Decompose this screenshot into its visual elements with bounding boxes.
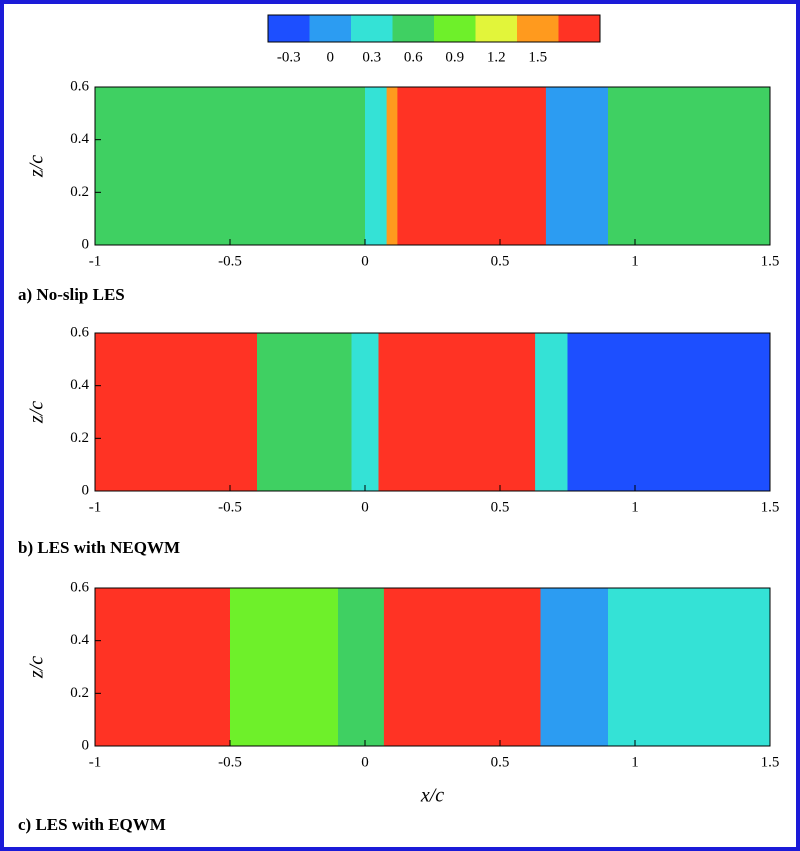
colorbar-tick-label: 1.5 xyxy=(528,49,547,65)
x-tick-label: 1 xyxy=(631,499,639,515)
colorbar-tick-label: 0 xyxy=(327,49,335,65)
field-band xyxy=(338,588,385,746)
colorbar-swatch xyxy=(475,15,518,42)
field-band xyxy=(397,87,547,245)
field-band xyxy=(608,87,771,245)
y-tick-label: 0.6 xyxy=(70,78,89,94)
field-band xyxy=(351,333,379,491)
field-band xyxy=(383,588,541,746)
field-band xyxy=(378,333,536,491)
y-tick-label: 0.2 xyxy=(70,430,89,446)
y-tick-label: 0.4 xyxy=(70,632,89,648)
colorbar-tick-label: -0.3 xyxy=(277,49,301,65)
plot-frame xyxy=(94,332,771,492)
y-tick-label: 0 xyxy=(82,236,90,252)
field-band xyxy=(95,333,258,491)
field-band xyxy=(540,588,609,746)
colorbar-swatch xyxy=(268,15,310,42)
colorbar-tick-label: 1.2 xyxy=(487,49,506,65)
x-tick-label: 0.5 xyxy=(491,754,510,770)
panel-caption: a) No-slip LES xyxy=(18,285,125,304)
x-tick-label: -1 xyxy=(89,253,102,269)
colorbar-tick-label: 0.9 xyxy=(445,49,464,65)
field-band xyxy=(567,333,771,491)
colorbar-tick-label: 0.3 xyxy=(362,49,381,65)
field-band xyxy=(545,87,609,245)
x-axis-label: x/c xyxy=(420,785,444,807)
panel-caption: c) LES with EQWM xyxy=(18,815,166,834)
colorbar-swatch xyxy=(351,15,393,42)
y-tick-label: 0.2 xyxy=(70,184,89,200)
field-band xyxy=(608,588,771,746)
y-tick-label: 0 xyxy=(82,737,90,753)
chart: -0.3 0 0.3 0.6 0.9 1.2 1.5 -1 -0.5 0 0.5 1 1.5 0 0.2 0.… xyxy=(18,14,780,834)
colorbar-swatch xyxy=(517,15,559,42)
x-tick-label: 0.5 xyxy=(491,253,510,269)
plot-frame xyxy=(94,86,771,246)
colorbar-swatch xyxy=(558,15,601,42)
x-tick-label: 1.5 xyxy=(761,499,780,515)
y-axis-label: z/c xyxy=(26,656,48,679)
x-tick-label: -1 xyxy=(89,499,102,515)
colorbar-frame xyxy=(267,14,601,43)
plot-frame xyxy=(94,587,771,747)
x-tick-label: 0 xyxy=(361,754,369,770)
y-tick-label: 0.6 xyxy=(70,324,89,340)
y-tick-label: 0 xyxy=(82,482,90,498)
x-tick-label: -0.5 xyxy=(218,754,242,770)
field-band xyxy=(365,87,388,245)
field-band xyxy=(95,87,366,245)
x-tick-label: -0.5 xyxy=(218,253,242,269)
x-tick-label: -1 xyxy=(89,754,102,770)
colorbar-swatch xyxy=(392,15,435,42)
field-band xyxy=(257,333,352,491)
x-tick-label: 0 xyxy=(361,499,369,515)
field-band xyxy=(535,333,568,491)
x-tick-label: 0.5 xyxy=(491,499,510,515)
y-axis-label: z/c xyxy=(26,155,48,178)
y-axis-label: z/c xyxy=(26,401,48,424)
colorbar-swatch xyxy=(309,15,352,42)
x-tick-label: 0 xyxy=(361,253,369,269)
x-tick-label: -0.5 xyxy=(218,499,242,515)
panel-caption: b) LES with NEQWM xyxy=(18,538,180,557)
x-tick-label: 1.5 xyxy=(761,754,780,770)
y-tick-label: 0.6 xyxy=(70,579,89,595)
field-band xyxy=(230,588,339,746)
x-tick-label: 1 xyxy=(631,253,639,269)
y-tick-label: 0.4 xyxy=(70,131,89,147)
field-band xyxy=(386,87,398,245)
y-tick-label: 0.2 xyxy=(70,685,89,701)
y-tick-label: 0.4 xyxy=(70,377,89,393)
colorbar-swatch xyxy=(434,15,476,42)
field-band xyxy=(95,588,231,746)
x-tick-label: 1.5 xyxy=(761,253,780,269)
colorbar-tick-label: 0.6 xyxy=(404,49,423,65)
x-tick-label: 1 xyxy=(631,754,639,770)
